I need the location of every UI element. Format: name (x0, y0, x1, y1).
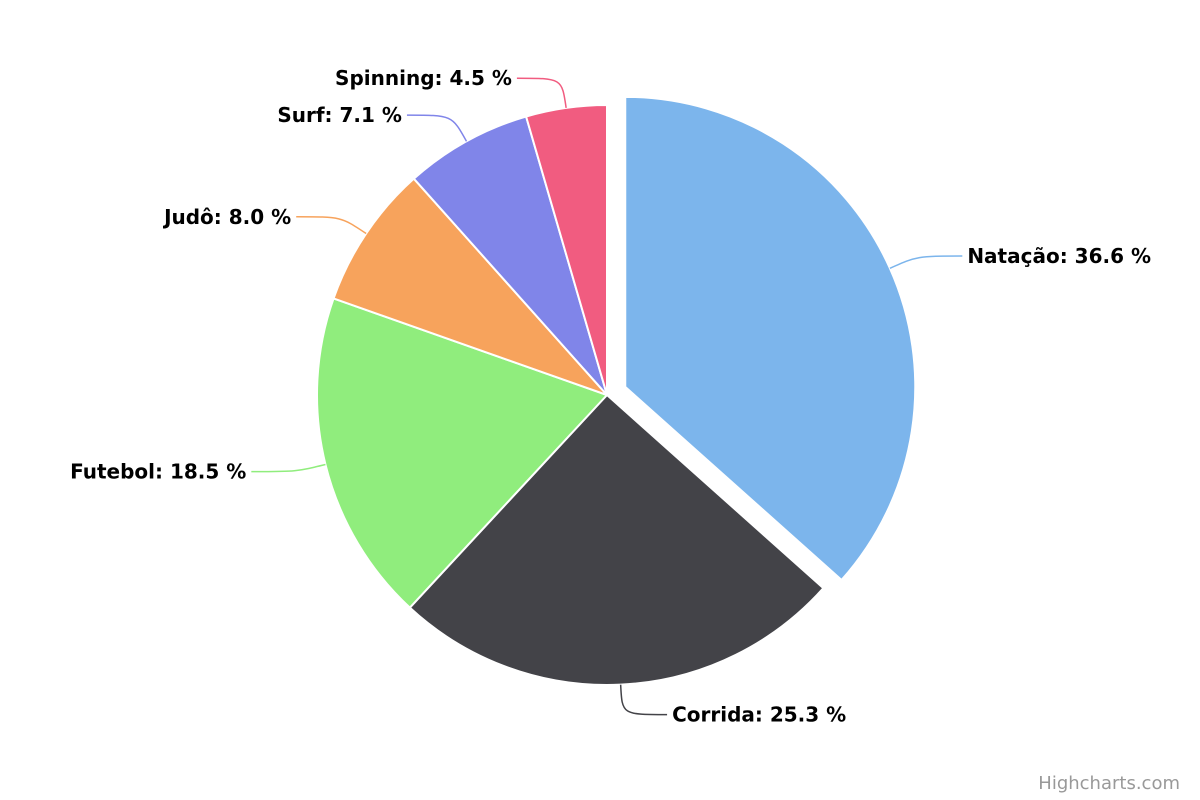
connector-futebol (251, 463, 326, 473)
connector-natacao (889, 255, 963, 270)
pie-slice-surf[interactable] (412, 115, 608, 396)
pie-slice-futebol[interactable] (316, 297, 608, 609)
pie-slices (316, 95, 917, 686)
data-label-judo: Judô: 8.0 % (162, 205, 291, 229)
data-labels: Natação: 36.6 % Corrida: 25.3 % Futebol: 1… (70, 66, 1151, 726)
connector-judo (296, 216, 367, 235)
connector-surf (406, 114, 468, 142)
connector-corrida (619, 684, 668, 716)
label-connectors (251, 77, 963, 716)
pie-slice-spinning[interactable] (525, 104, 608, 396)
data-label-surf: Surf: 7.1 % (277, 103, 402, 127)
data-label-natacao: Natação: 36.6 % (967, 244, 1151, 268)
pie-slice-judo[interactable] (332, 177, 608, 396)
data-label-futebol: Futebol: 18.5 % (70, 460, 246, 484)
data-label-corrida: Corrida: 25.3 % (672, 703, 846, 727)
pie-slice-corrida[interactable] (408, 394, 825, 686)
pie-slice-natacao[interactable] (624, 95, 917, 581)
data-label-spinning: Spinning: 4.5 % (335, 66, 512, 90)
credits-link[interactable]: Highcharts.com (1038, 773, 1180, 794)
connector-spinning (516, 77, 567, 108)
